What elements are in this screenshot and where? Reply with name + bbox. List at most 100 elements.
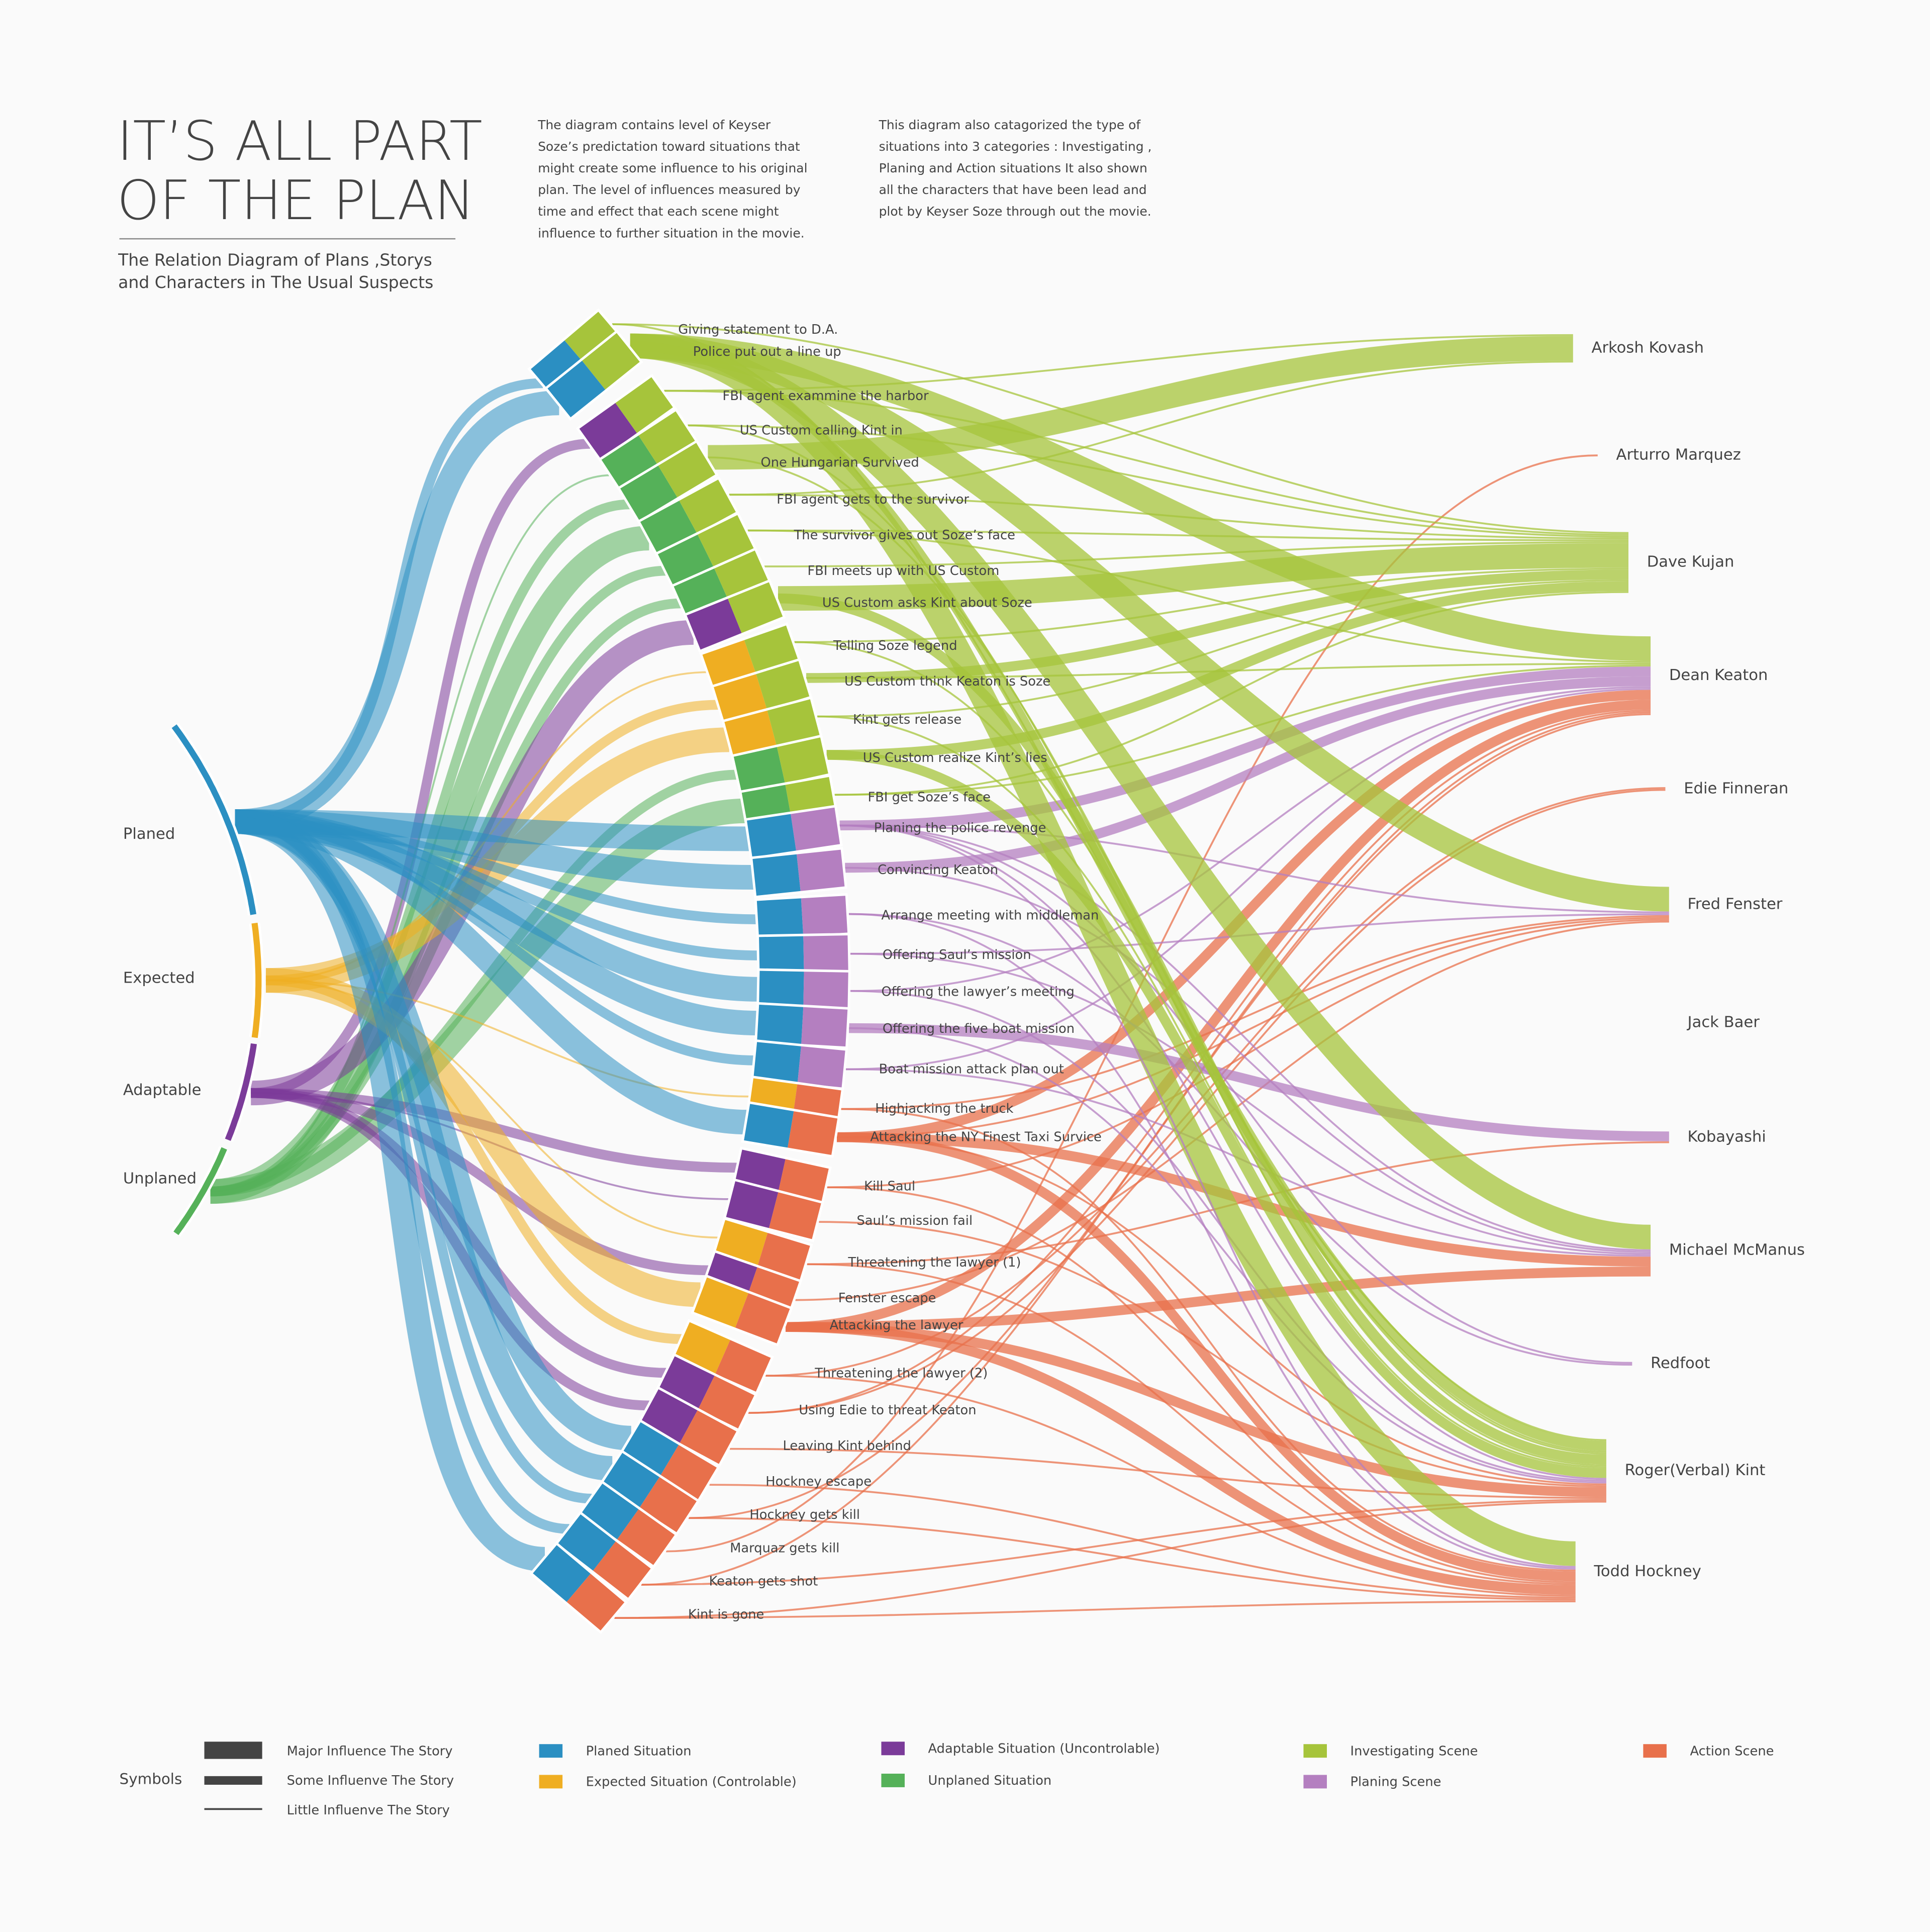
scene-label: Highjacking the truck [875,1101,1013,1116]
scene-label: US Custom calling Kint in [740,423,903,438]
character-bar [1574,661,1651,663]
character-flow [765,1375,1576,1597]
character-bar [1499,1572,1576,1582]
situation-block [531,340,589,398]
situation-block [694,1277,749,1328]
scene-box [544,329,643,421]
character-bar [1552,534,1628,536]
character-bar [1574,664,1651,666]
scene-label: Offering Saul’s mission [883,947,1031,962]
scene-box [741,1101,840,1158]
scene-label: US Custom asks Kint about Soze [822,596,1032,611]
situation-block [601,435,659,491]
character-bar [1530,1451,1606,1453]
title-line: OF THE PLAN [117,169,475,232]
legend-swatch [881,1773,905,1787]
character-flow [807,1263,1576,1585]
character-flow [834,664,1651,796]
scene-label: FBI get Soze’s face [868,790,991,805]
scene-box [637,476,739,558]
scene-type-block [593,1541,651,1598]
character-flow [641,713,1651,1586]
scene-label: Fenster escape [838,1291,936,1306]
situation-flow [235,809,747,1135]
character-flow [786,1267,1651,1332]
description-line: plan. The level of influences measured b… [538,182,801,197]
scene-label: Threatening the lawyer (1) [847,1255,1021,1270]
character-flow [849,1023,1669,1141]
character-bar [1499,1570,1576,1572]
subtitle-line: The Relation Diagram of Plans ,Storys [118,250,432,270]
character-bar [1530,1499,1606,1501]
character-flow [817,579,1629,718]
scene-box [529,1541,628,1634]
situation-block [547,360,606,418]
scene-box [527,308,626,401]
scene-box [598,408,700,495]
description-line: situations into 3 categories : Investiga… [879,139,1152,154]
scene-label: US Custom think Keaton is Soze [844,674,1050,689]
character-bar [1530,1501,1606,1503]
character-bar [1530,1487,1606,1497]
character-flow [850,913,1669,955]
character-label: Roger(Verbal) Kint [1625,1462,1766,1479]
scene-label: FBI agent exammine the harbor [723,389,929,404]
character-bar [1574,1249,1651,1251]
scene-type-block [797,1046,845,1088]
situation-flow [235,809,545,1572]
character-bar [1552,541,1628,543]
situation-block [757,1004,804,1044]
scene-label: Planing the police revenge [874,821,1046,836]
scene-type-block [801,896,848,935]
scene-label: Leaving Kint behind [783,1438,911,1454]
description-line: might create some influence to his origi… [538,161,807,175]
character-flow [827,1186,1576,1583]
character-bar [1574,636,1651,661]
character-bar [1530,1480,1606,1482]
character-bar [1499,1595,1576,1597]
character-flow [839,824,1632,1364]
character-bar [1574,663,1651,665]
character-label: Fred Fenster [1688,895,1783,913]
legend-swatch [1643,1744,1667,1758]
scene-box [723,1178,824,1242]
character-flow [839,824,1651,1251]
character-bar [1530,1439,1606,1441]
situation-block [759,936,804,974]
scene-type-block [744,625,799,675]
scene-box [554,1511,654,1601]
character-flow [841,915,1669,1110]
character-bar [1593,1141,1669,1143]
character-bar [1574,1267,1651,1277]
description-line: time and effect that each scene might [538,204,779,219]
scene-type-block [756,1233,810,1282]
scene-box [749,847,847,899]
description-line: plot by Keyser Soze through out the movi… [879,204,1151,219]
character-bar [1499,1599,1576,1601]
character-bar [1530,1478,1606,1480]
character-bar [1556,1364,1632,1366]
scene-type-block [639,1477,697,1532]
category-label: Adaptable [123,1081,202,1099]
character-flow [689,1517,1576,1601]
character-flow [837,1136,1606,1486]
category-label: Unplaned [123,1170,197,1188]
nodes [169,308,1669,1634]
scene-type-block [735,1293,790,1343]
character-bar [1521,454,1598,456]
character-label: Edie Finneran [1684,780,1788,797]
situation-block [756,898,804,938]
character-flow [837,917,1669,1138]
scene-type-block [566,1574,625,1631]
situation-block [733,747,785,793]
character-bar [1552,536,1628,538]
character-flow [807,1141,1669,1266]
character-bar [1574,666,1651,677]
scene-label: One Hungarian Survived [760,455,919,470]
character-label: Dave Kujan [1647,553,1734,571]
character-bar [1499,1585,1576,1595]
character-bar [1530,1441,1606,1451]
character-bar [1499,1583,1576,1585]
scene-type-block [617,1509,675,1565]
character-bar [1574,1257,1651,1267]
